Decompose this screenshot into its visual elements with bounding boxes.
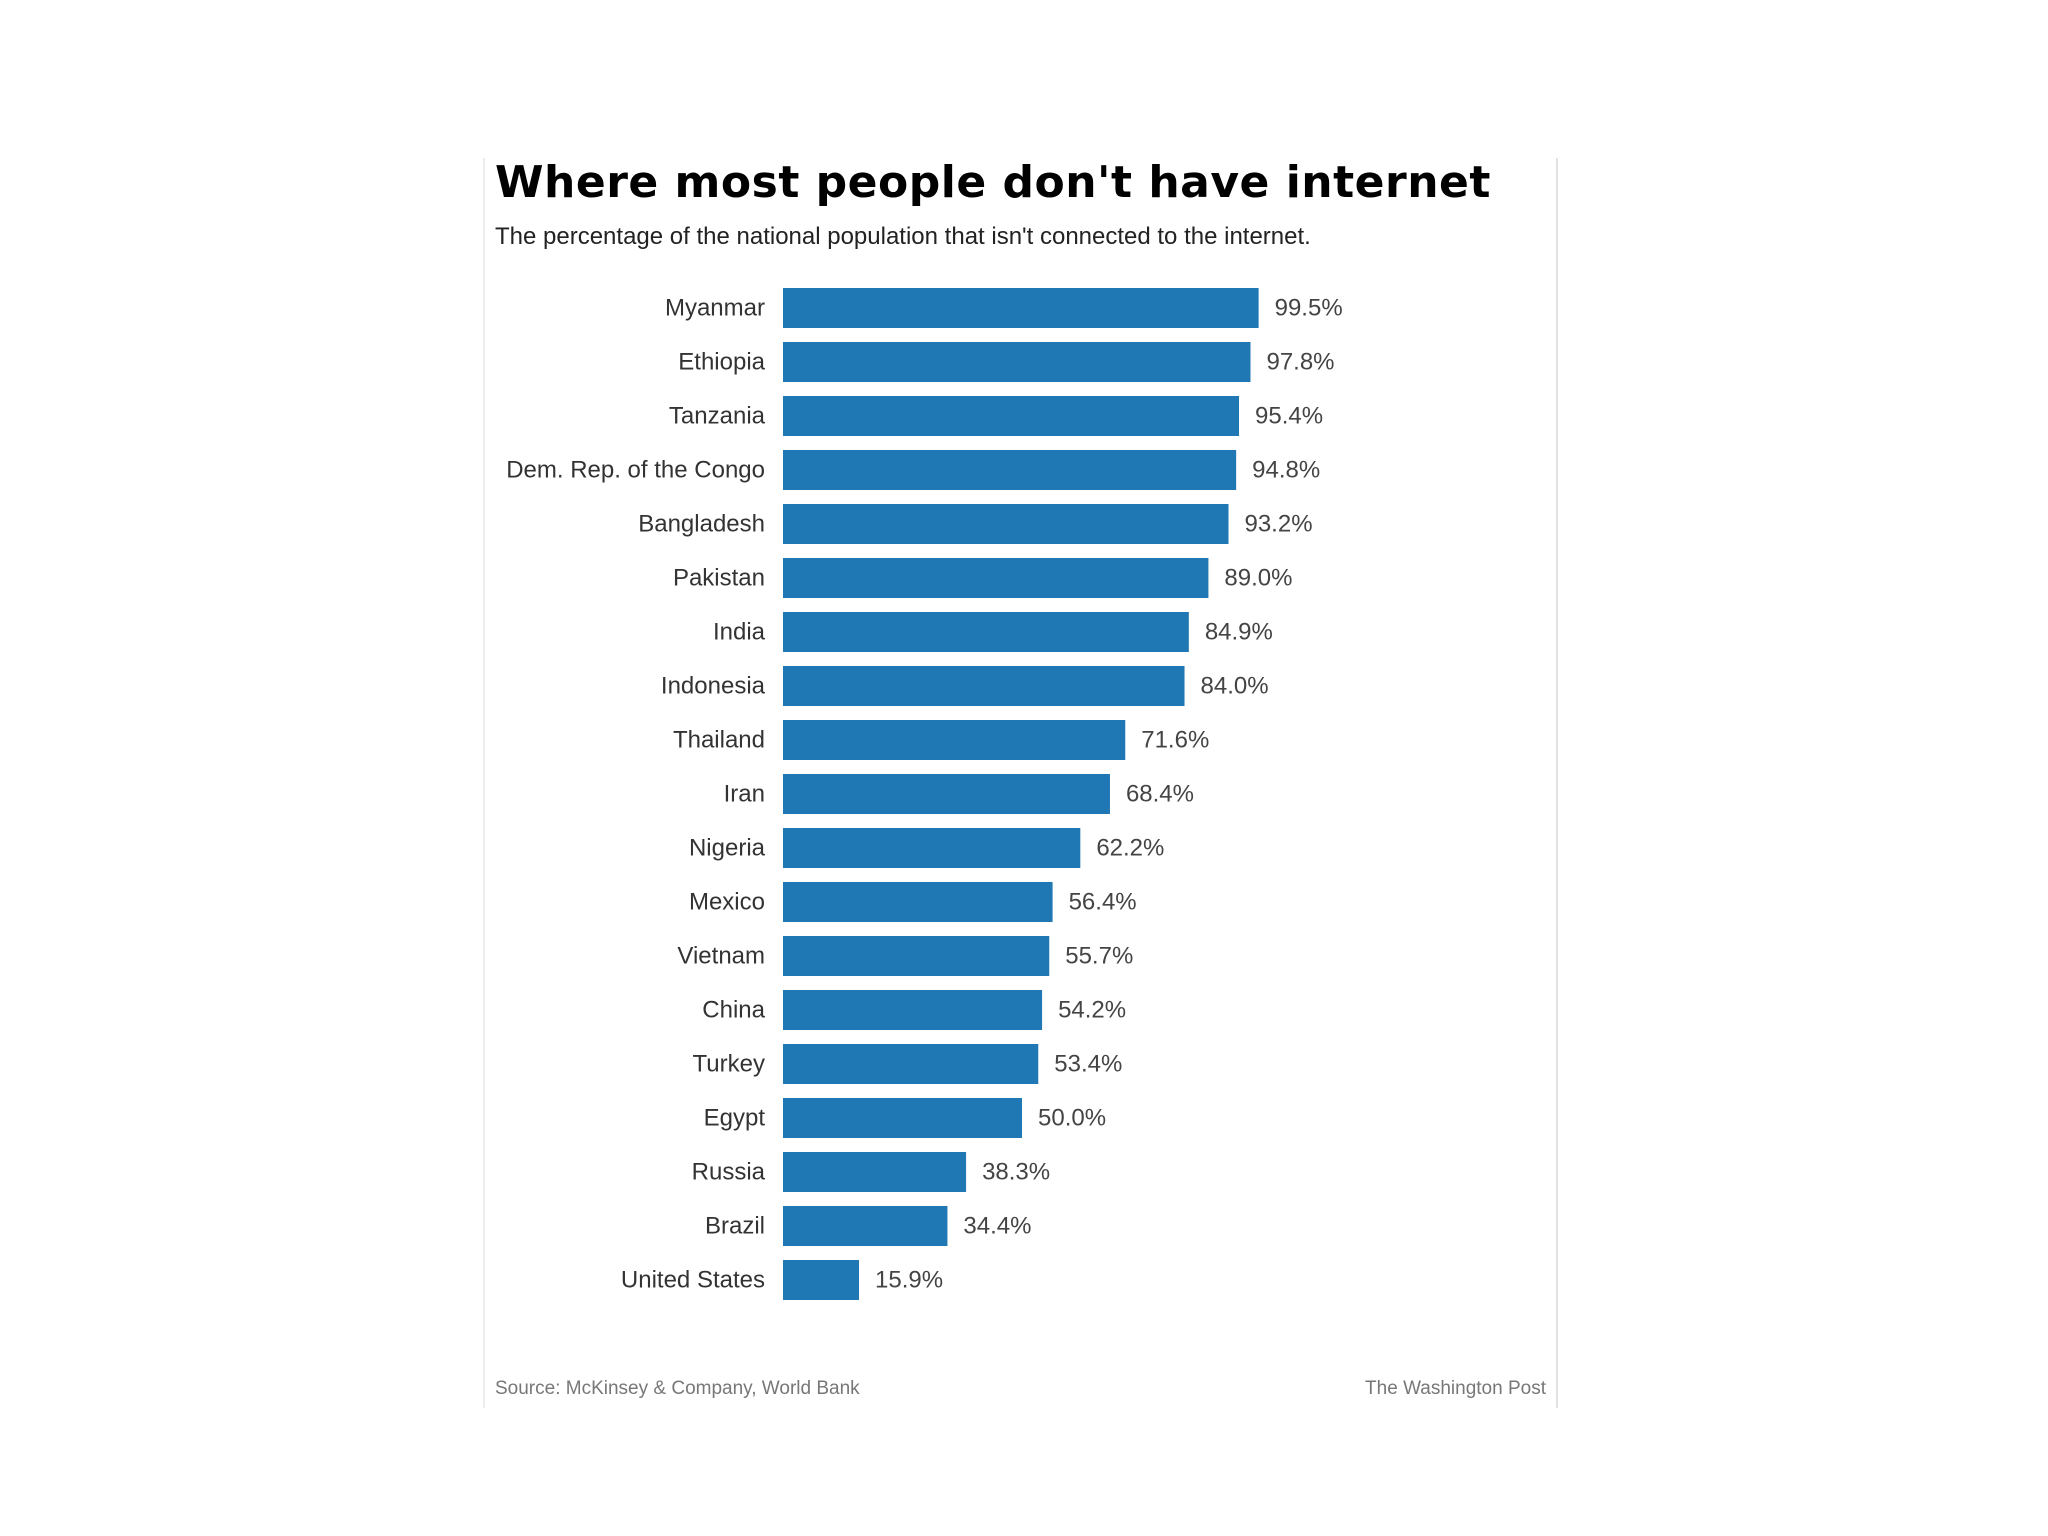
value-label: 38.3% [982,1159,1050,1186]
bar [783,828,1081,868]
value-label: 62.2% [1096,835,1164,862]
value-label: 84.9% [1205,619,1273,646]
value-label: 99.5% [1275,295,1343,322]
bar [783,1206,948,1246]
category-label: Egypt [704,1105,766,1132]
value-label: 94.8% [1252,457,1320,484]
source-note: Source: McKinsey & Company, World Bank [495,1378,860,1399]
category-label: Vietnam [677,943,765,970]
category-label: Russia [692,1159,766,1186]
value-label: 34.4% [963,1213,1031,1240]
value-label: 84.0% [1201,673,1269,700]
category-label: Mexico [689,889,765,916]
bar [783,1152,967,1192]
value-label: 55.7% [1065,943,1133,970]
value-label: 71.6% [1141,727,1209,754]
bar [783,1260,860,1300]
value-label: 54.2% [1058,997,1126,1024]
value-label: 50.0% [1038,1105,1106,1132]
value-label: 15.9% [875,1267,943,1294]
value-label: 56.4% [1069,889,1137,916]
bar [783,936,1050,976]
category-label: Turkey [693,1051,765,1078]
value-label: 93.2% [1244,511,1312,538]
bar [783,774,1110,814]
category-label: Ethiopia [678,349,765,376]
bar [783,288,1259,328]
value-label: 97.8% [1266,349,1334,376]
chart-subtitle: The percentage of the national populatio… [495,223,1311,250]
value-label: 89.0% [1224,565,1292,592]
bar [783,882,1053,922]
value-label: 95.4% [1255,403,1323,430]
category-label: Nigeria [689,835,766,862]
category-label: Iran [724,781,765,808]
bar [783,720,1126,760]
value-label: 53.4% [1054,1051,1122,1078]
publisher-credit: The Washington Post [1365,1378,1546,1399]
bar [783,666,1185,706]
category-label: India [713,619,766,646]
bar-chart: Myanmar 99.5% Ethiopia 97.8% Tanzania 95.4% De… [506,288,1343,1300]
bar [783,342,1251,382]
category-label: China [702,997,765,1024]
bar [783,396,1240,436]
category-label: Bangladesh [638,511,765,538]
chart-card: Where most people don't have internet Th… [483,157,1558,1408]
bar [783,990,1043,1030]
bar [783,450,1237,490]
category-label: Myanmar [665,295,765,322]
bar [783,1044,1039,1084]
category-label: Dem. Rep. of the Congo [506,457,765,484]
bar [783,558,1209,598]
value-label: 68.4% [1126,781,1194,808]
bar [783,1098,1022,1138]
category-label: Thailand [673,727,765,754]
category-label: United States [621,1267,765,1294]
chart-title: Where most people don't have internet [495,157,1491,208]
category-label: Pakistan [673,565,765,592]
category-label: Tanzania [669,403,766,430]
category-label: Brazil [705,1213,765,1240]
bar [783,612,1189,652]
category-label: Indonesia [661,673,766,700]
bar [783,504,1229,544]
